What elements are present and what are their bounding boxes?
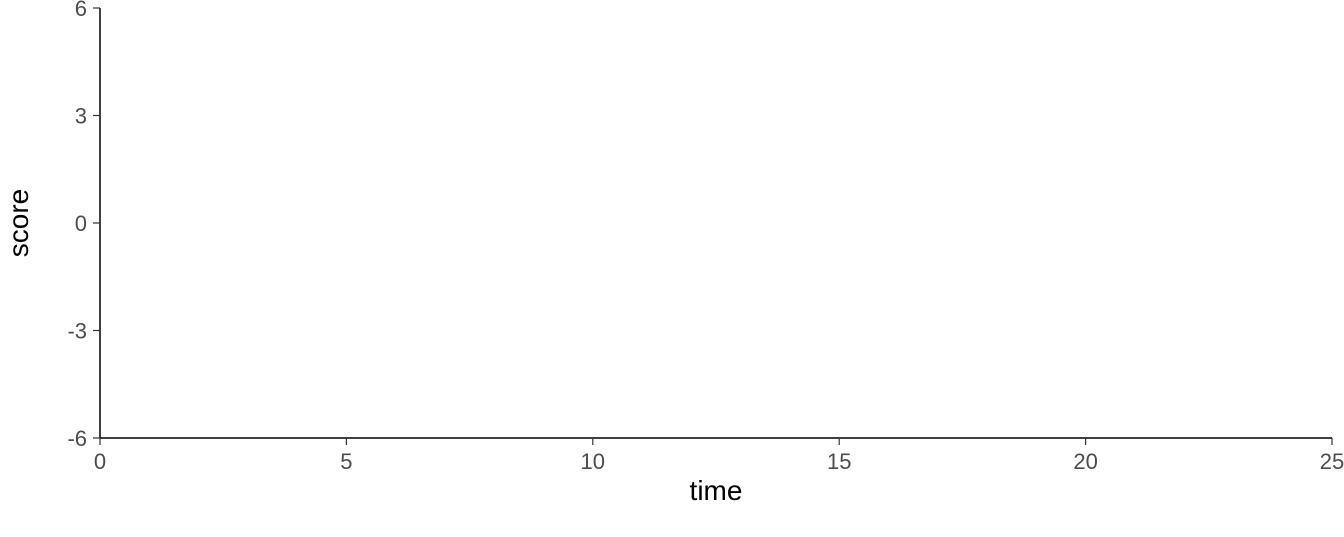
y-tick-label: -3 bbox=[67, 319, 87, 344]
y-tick-label: 3 bbox=[75, 104, 87, 129]
x-tick-label: 25 bbox=[1320, 449, 1344, 474]
x-tick-label: 15 bbox=[827, 449, 851, 474]
y-tick-label: -6 bbox=[67, 426, 87, 451]
x-axis-title: time bbox=[690, 475, 743, 506]
y-tick-label: 0 bbox=[75, 211, 87, 236]
y-axis-title: score bbox=[3, 189, 34, 257]
x-tick-label: 10 bbox=[581, 449, 605, 474]
x-tick-label: 0 bbox=[94, 449, 106, 474]
x-tick-label: 5 bbox=[340, 449, 352, 474]
y-tick-label: 6 bbox=[75, 0, 87, 21]
plot-panel bbox=[100, 8, 1332, 438]
x-tick-label: 20 bbox=[1073, 449, 1097, 474]
empty-scatter-chart: 0 5 10 15 20 25 -6 -3 0 3 6 time score bbox=[0, 0, 1344, 537]
chart-container: 0 5 10 15 20 25 -6 -3 0 3 6 time score bbox=[0, 0, 1344, 537]
